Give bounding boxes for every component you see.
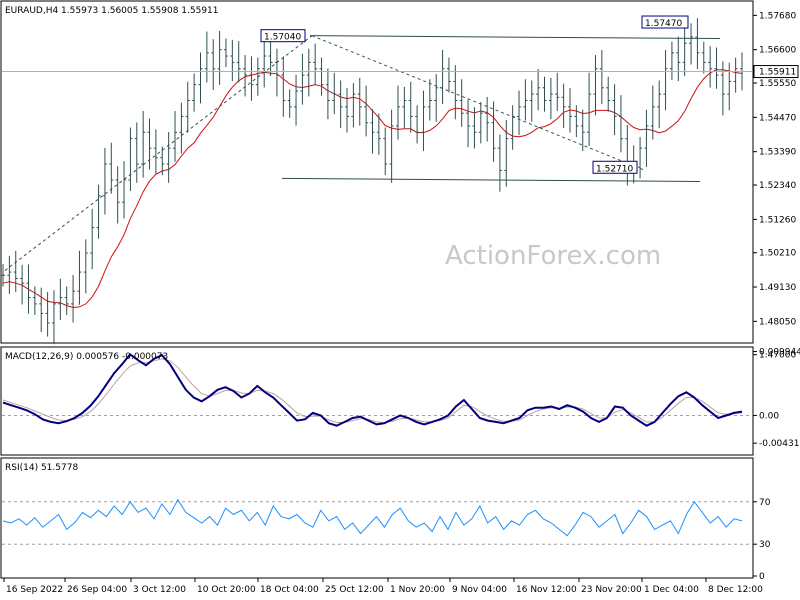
macd-axis-label: 0.00 bbox=[759, 411, 779, 421]
rsi-axis-label: 30 bbox=[759, 540, 771, 550]
macd-line bbox=[2, 353, 743, 427]
time-axis-label: 25 Oct 12:00 bbox=[325, 585, 384, 595]
rsi-axis-label: 0 bbox=[759, 572, 765, 582]
price-axis-label: 1.51260 bbox=[759, 215, 796, 225]
price-axis-label: 1.49130 bbox=[759, 283, 796, 293]
time-axis-label: 10 Oct 20:00 bbox=[197, 585, 256, 595]
price-annotation-label: 1.57470 bbox=[645, 19, 682, 29]
price-annotation-label: 1.52710 bbox=[596, 164, 633, 174]
rsi-axis-label: 70 bbox=[759, 498, 771, 508]
rising-trendline bbox=[4, 35, 313, 271]
price-annotation-box bbox=[592, 160, 638, 174]
price-layer: 1.57040 1.57470 1.52710 bbox=[1, 15, 752, 345]
price-axis-label: 1.56600 bbox=[759, 46, 796, 56]
time-axis-label: 3 Oct 12:00 bbox=[133, 585, 186, 595]
price-axis-label: 1.53390 bbox=[759, 148, 796, 158]
support-line bbox=[281, 177, 701, 183]
time-axis-label: 26 Sep 04:00 bbox=[67, 585, 127, 595]
price-axis-label: 1.52340 bbox=[759, 181, 796, 191]
time-axis-label: 16 Sep 2022 bbox=[6, 585, 63, 595]
price-axis-label: 1.50210 bbox=[759, 249, 796, 259]
resistance-line bbox=[309, 35, 721, 40]
time-axis-label: 9 Nov 04:00 bbox=[452, 585, 507, 595]
last-price-box bbox=[753, 65, 799, 79]
time-axis-label: 1 Nov 20:00 bbox=[390, 585, 445, 595]
macd-header: MACD(12,26,9) 0.000576 -0.000073 bbox=[5, 352, 168, 362]
macd-panel-frame bbox=[0, 346, 754, 456]
axis-layer: 1.57680 1.56600 1.55550 1.54470 1.53390 1.523… bbox=[3, 11, 800, 595]
price-annotation-box bbox=[641, 15, 689, 29]
macd-layer bbox=[2, 353, 752, 427]
price-header: EURAUD,H4 1.55973 1.56005 1.55908 1.5591… bbox=[5, 6, 219, 16]
macd-axis-label: 0.009944 bbox=[759, 348, 800, 358]
rsi-header: RSI(14) 51.5778 bbox=[5, 463, 78, 473]
price-axis-label: 1.57680 bbox=[759, 11, 796, 21]
time-axis-label: 1 Dec 04:00 bbox=[644, 585, 699, 595]
watermark: ActionForex.com bbox=[445, 241, 661, 271]
time-axis-label: 23 Nov 20:00 bbox=[581, 585, 642, 595]
last-price-label: 1.55911 bbox=[759, 68, 796, 78]
time-axis-label: 16 Nov 12:00 bbox=[516, 585, 577, 595]
price-annotation-box bbox=[260, 29, 306, 43]
price-axis-label: 1.47000 bbox=[759, 351, 796, 361]
macd-axis-label: -0.004313 bbox=[759, 439, 800, 449]
price-axis-label: 1.54470 bbox=[759, 113, 796, 123]
time-axis-label: 8 Dec 12:00 bbox=[708, 585, 763, 595]
rsi-layer bbox=[2, 498, 752, 545]
macd-signal-line bbox=[2, 358, 743, 424]
price-axis-label: 1.48050 bbox=[759, 317, 796, 327]
price-annotation-label: 1.57040 bbox=[264, 33, 301, 43]
time-axis-label: 18 Oct 04:00 bbox=[260, 585, 319, 595]
price-axis-label: 1.55550 bbox=[759, 79, 796, 89]
rsi-line bbox=[2, 498, 743, 537]
